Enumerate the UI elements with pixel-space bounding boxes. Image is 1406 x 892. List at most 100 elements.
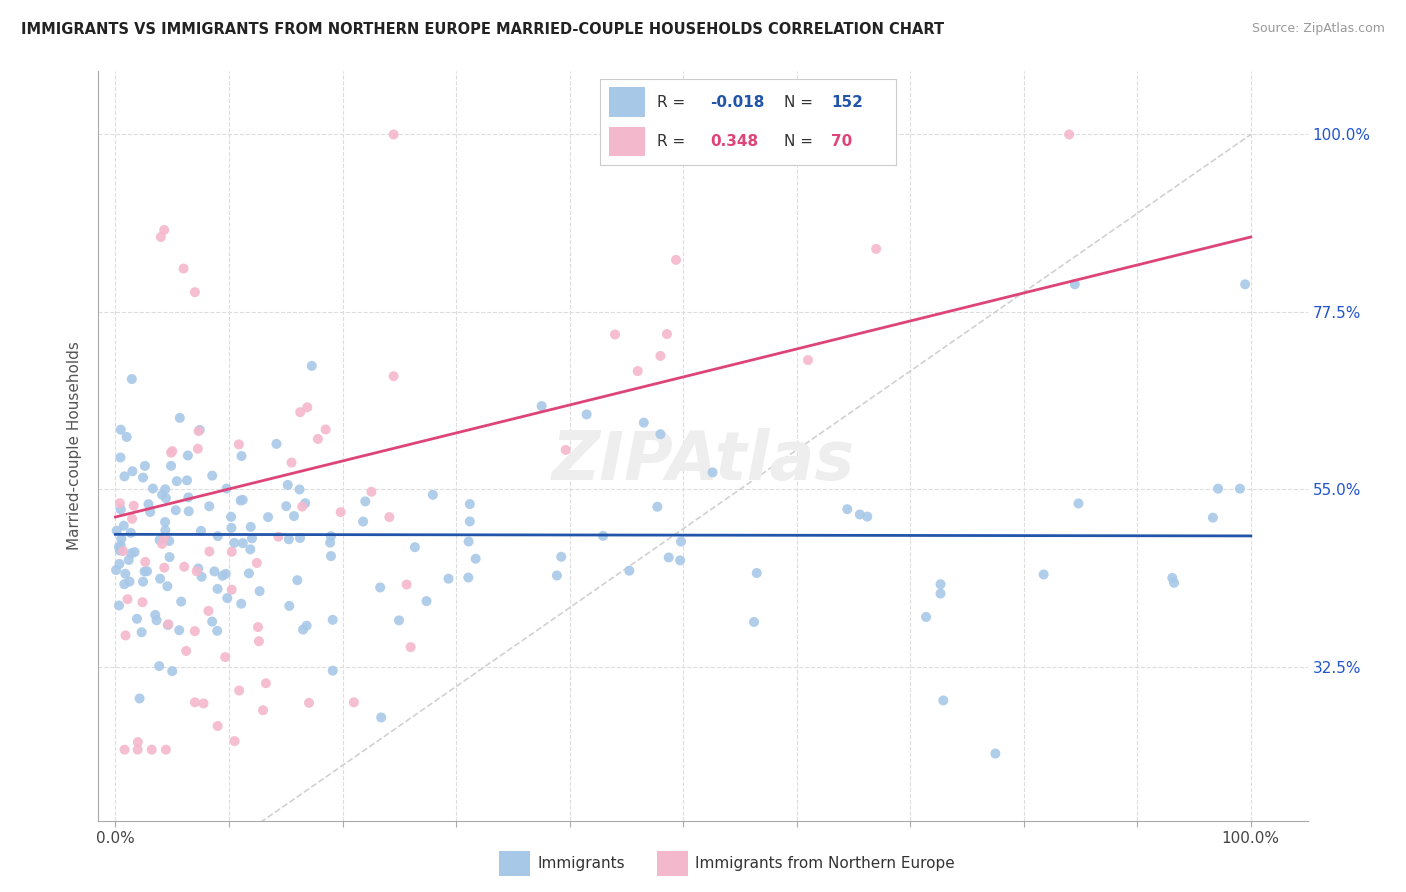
Point <box>370 710 392 724</box>
Point <box>437 572 460 586</box>
Point <box>221 521 243 535</box>
Point <box>160 445 183 459</box>
Point <box>246 620 269 634</box>
Point <box>155 491 177 505</box>
Point <box>188 423 211 437</box>
Point <box>108 496 131 510</box>
Point <box>166 474 188 488</box>
Point <box>187 561 209 575</box>
Point <box>849 508 872 522</box>
Point <box>655 327 678 342</box>
Point <box>112 518 135 533</box>
Point <box>415 594 437 608</box>
Point <box>187 424 209 438</box>
Point <box>285 573 308 587</box>
Point <box>198 544 221 558</box>
Point <box>650 427 672 442</box>
Point <box>239 520 262 534</box>
Point <box>148 533 170 547</box>
Point <box>197 604 219 618</box>
Point <box>221 582 243 597</box>
Point <box>110 532 132 546</box>
Point <box>301 359 323 373</box>
Point <box>315 422 337 436</box>
Point <box>837 502 859 516</box>
Point <box>238 566 260 581</box>
Point <box>1206 482 1229 496</box>
Point <box>215 566 238 581</box>
Point <box>294 496 316 510</box>
Point <box>932 693 955 707</box>
Point <box>249 584 271 599</box>
Point <box>162 444 184 458</box>
Point <box>112 577 135 591</box>
Point <box>280 456 302 470</box>
Point <box>307 432 329 446</box>
Point <box>368 581 391 595</box>
Point <box>150 488 173 502</box>
Point <box>157 617 180 632</box>
Point <box>153 515 176 529</box>
Point <box>292 623 315 637</box>
Point <box>322 664 344 678</box>
Point <box>131 625 153 640</box>
Point <box>157 533 180 548</box>
Point <box>554 442 576 457</box>
Point <box>201 615 224 629</box>
Point <box>190 524 212 538</box>
Point <box>546 568 568 582</box>
Point <box>382 128 405 142</box>
Point <box>627 364 650 378</box>
Point <box>257 510 280 524</box>
Point <box>329 505 352 519</box>
Point <box>105 524 128 538</box>
Point <box>399 640 422 654</box>
Point <box>1067 496 1090 510</box>
Point <box>221 545 243 559</box>
Point <box>745 566 768 580</box>
Point <box>121 512 143 526</box>
Text: IMMIGRANTS VS IMMIGRANTS FROM NORTHERN EUROPE MARRIED-COUPLE HOUSEHOLDS CORRELAT: IMMIGRANTS VS IMMIGRANTS FROM NORTHERN E… <box>21 22 945 37</box>
Point <box>153 482 176 496</box>
Point <box>131 595 153 609</box>
Point <box>231 449 253 463</box>
Point <box>155 742 177 756</box>
Point <box>915 610 938 624</box>
Point <box>290 405 312 419</box>
Point <box>108 599 131 613</box>
Point <box>1202 510 1225 524</box>
Point <box>530 399 553 413</box>
Point <box>550 549 572 564</box>
Point <box>165 503 187 517</box>
Point <box>155 524 177 538</box>
Point <box>167 623 190 637</box>
Point <box>132 574 155 589</box>
Point <box>592 529 614 543</box>
Point <box>224 536 246 550</box>
Point <box>298 696 321 710</box>
Point <box>1063 277 1085 292</box>
Point <box>619 564 641 578</box>
Point <box>984 747 1007 761</box>
Point <box>132 470 155 484</box>
Point <box>224 734 246 748</box>
Point <box>319 549 342 563</box>
Point <box>352 515 374 529</box>
Point <box>228 437 250 451</box>
Point <box>669 534 692 549</box>
Point <box>142 482 165 496</box>
Point <box>283 509 305 524</box>
Text: Source: ZipAtlas.com: Source: ZipAtlas.com <box>1251 22 1385 36</box>
Point <box>110 423 132 437</box>
Point <box>138 497 160 511</box>
Point <box>211 568 233 582</box>
Point <box>108 543 131 558</box>
Point <box>173 559 195 574</box>
Point <box>1057 128 1080 142</box>
Point <box>148 659 170 673</box>
Point <box>354 494 377 508</box>
Point <box>295 618 318 632</box>
Point <box>232 492 254 507</box>
Point <box>254 676 277 690</box>
Point <box>118 553 141 567</box>
